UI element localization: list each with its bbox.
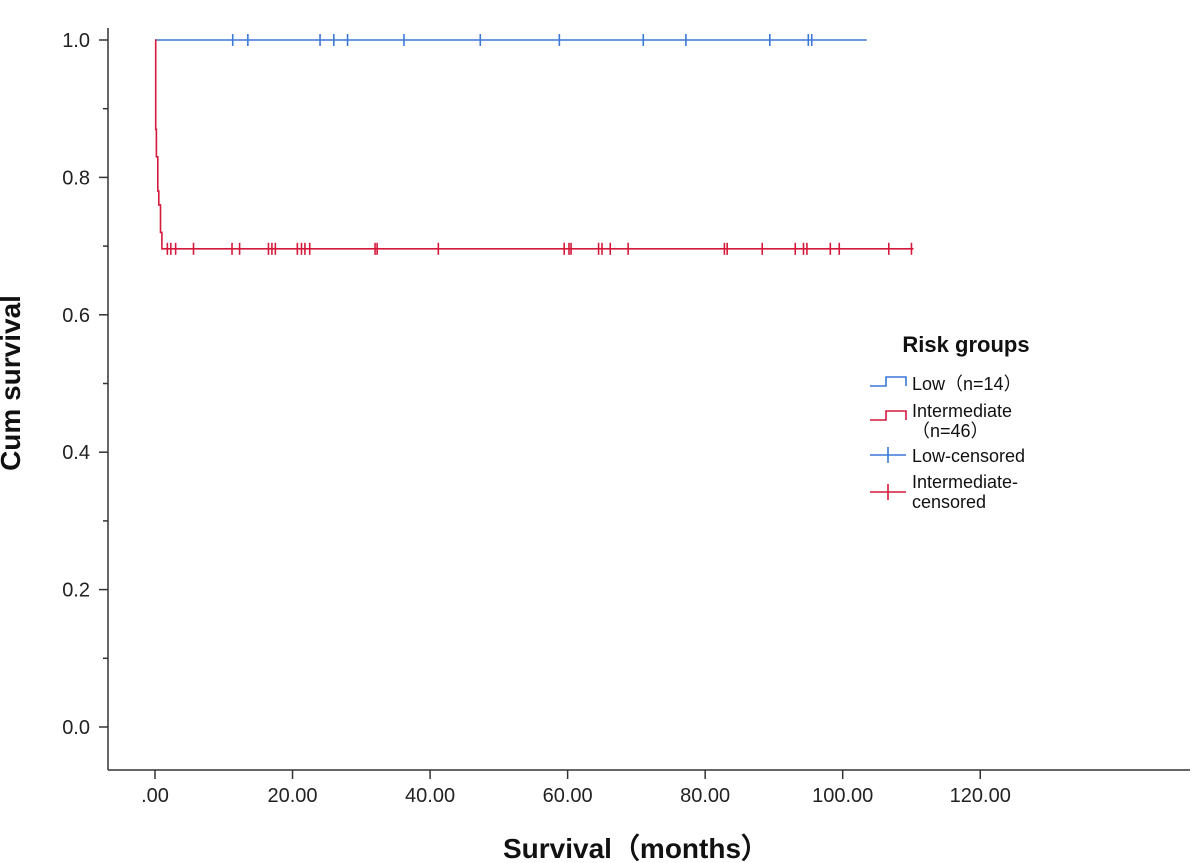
x-tick-label: 100.00 [812,785,873,807]
legend-swatch-intermediate [870,410,907,421]
series-intermediate [154,39,914,255]
x-tick-label: 120.00 [950,785,1011,807]
legend-label-low: Low（n=14） [912,374,1022,394]
x-tick-label: 40.00 [405,785,455,807]
legend: Risk groups Low（n=14） Intermediate （n=46） L… [870,332,1030,512]
legend-swatch-low [870,376,907,387]
legend-label-intermediate: Intermediate （n=46） [912,401,1012,441]
x-tick-label: 60.00 [543,785,593,807]
series-low [155,34,867,46]
axes: 0.0 0.2 0.4 0.6 0.8 1.0 .00 20.00 40.00 60.00 80.0… [62,28,1190,807]
legend-label-intermediate-censored: Intermediate-censored [912,472,1018,512]
y-tick-label: 0.0 [62,717,90,739]
y-tick-label: 0.8 [62,167,90,189]
legend-title: Risk groups [902,332,1029,357]
plot-area [154,34,914,255]
y-tick-label: 1.0 [62,30,90,52]
y-tick-label: 0.2 [62,580,90,602]
x-tick-label: .00 [141,785,169,807]
legend-label-low-censored: Low-censored [912,446,1025,466]
x-tick-label: 80.00 [680,785,730,807]
x-tick-label: 20.00 [268,785,318,807]
survival-line [154,39,914,250]
x-axis-title: Survival（months） [503,832,769,863]
y-axis-title: Cum survival [0,295,26,471]
y-tick-label: 0.4 [62,442,90,464]
y-tick-label: 0.6 [62,305,90,327]
